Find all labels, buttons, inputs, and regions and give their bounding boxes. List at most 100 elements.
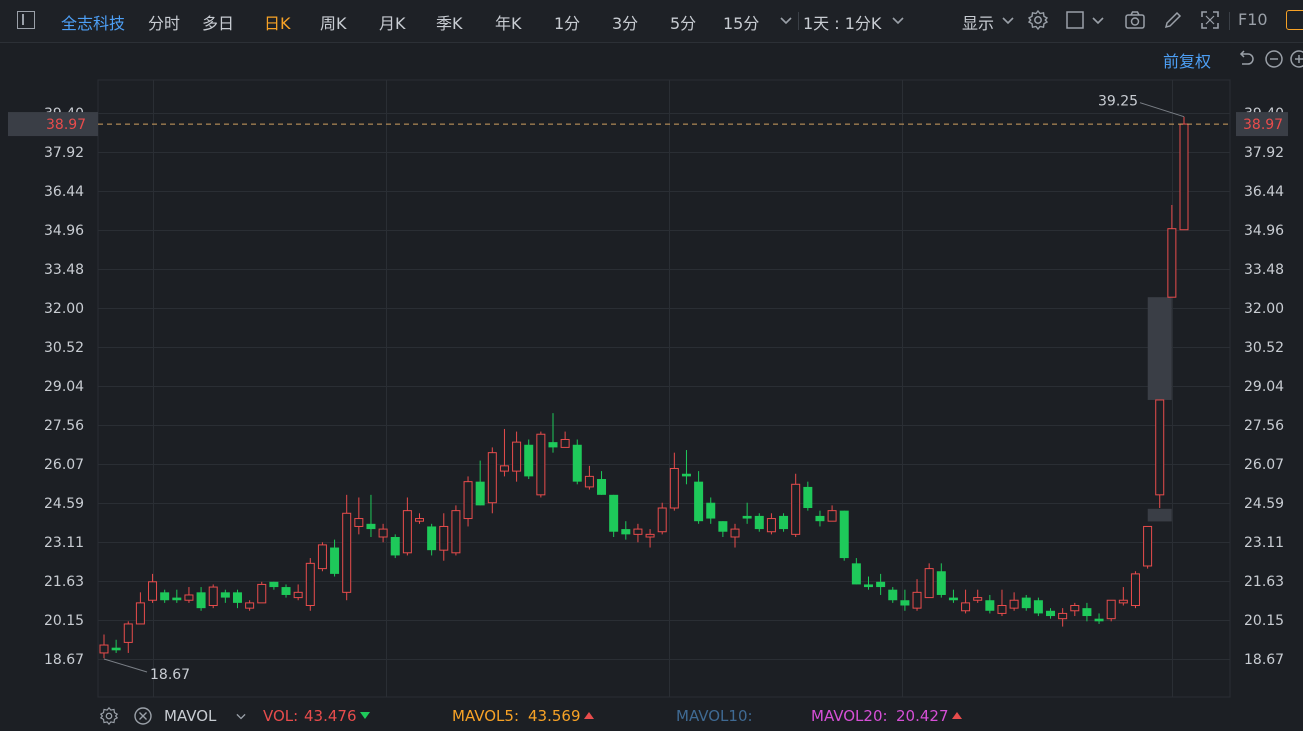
gap-boxes: [1147, 297, 1172, 522]
candle-body-down: [1021, 597, 1031, 609]
price-tick-label: 34.96: [44, 223, 84, 239]
candle-body-up: [415, 518, 425, 522]
candle-body-up: [512, 441, 522, 472]
high-annotation-label: 39.25: [1098, 94, 1138, 110]
price-tick-label: 18.67: [44, 652, 84, 668]
price-tick-label: 36.44: [44, 184, 84, 200]
candle-body-up: [123, 623, 133, 643]
candle-body-down: [572, 444, 582, 482]
candle-body-up: [730, 528, 740, 538]
price-axis-right: 39.4037.9236.4434.9633.4832.0030.5229.04…: [1244, 106, 1284, 668]
indicator-name[interactable]: MAVOL: [164, 707, 217, 725]
sidebar-toggle-icon[interactable]: [17, 11, 35, 29]
candle-body-down: [475, 481, 485, 506]
candle-body-up: [645, 533, 655, 538]
candle-body-up: [827, 510, 837, 522]
zoom-in-icon[interactable]: [1289, 49, 1303, 69]
current-price-label-left: 38.97: [46, 117, 86, 133]
range-selector[interactable]: 1天 : 1分K: [803, 14, 882, 33]
candle-body-down: [366, 523, 376, 530]
price-tick-label: 27.56: [1244, 418, 1284, 434]
candle-body-down: [232, 592, 242, 603]
candle-body-up: [669, 467, 679, 509]
candle-body-down: [985, 600, 995, 611]
close-indicator-icon[interactable]: [133, 706, 153, 726]
candle-body-up: [584, 475, 594, 488]
period-tab-3min[interactable]: 3分: [612, 14, 639, 33]
period-tab-weekly[interactable]: 周K: [320, 14, 347, 33]
price-tick-label: 34.96: [1244, 223, 1284, 239]
candle-body-down: [948, 597, 958, 601]
candle-body-down: [597, 479, 607, 495]
square-icon[interactable]: [1064, 9, 1086, 31]
toolbar-divider: [1229, 12, 1230, 30]
candle-body-down: [863, 584, 873, 588]
candle-body-down: [196, 592, 206, 609]
chevron-down-icon[interactable]: [232, 707, 250, 725]
price-tick-label: 24.59: [44, 496, 84, 512]
period-tab-yearly[interactable]: 年K: [495, 14, 522, 33]
f10-button[interactable]: F10: [1238, 10, 1268, 29]
candle-body-up: [560, 438, 570, 448]
indicator-settings-icon[interactable]: [99, 706, 119, 726]
candle-body-up: [354, 518, 364, 527]
price-tick-label: 37.92: [1244, 145, 1284, 161]
candle-body-up: [378, 528, 388, 538]
display-menu[interactable]: 显示: [962, 14, 995, 33]
candle-body-down: [269, 581, 279, 588]
period-tab-1min[interactable]: 1分: [554, 14, 581, 33]
kline-chart[interactable]: 39.4037.9236.4434.9633.4832.0030.5229.04…: [0, 0, 1303, 700]
mavol5-value: 43.569: [528, 707, 581, 725]
zoom-out-icon[interactable]: [1264, 49, 1284, 69]
price-tick-label: 26.07: [1244, 457, 1284, 473]
settings-icon[interactable]: [1027, 9, 1049, 31]
period-tab-5min[interactable]: 5分: [670, 14, 697, 33]
period-tab-multiday[interactable]: 多日: [202, 14, 235, 33]
undo-icon[interactable]: [1236, 49, 1256, 69]
candle-body-down: [427, 526, 437, 551]
candle-body-down: [609, 494, 619, 532]
candle-body-up: [1118, 599, 1128, 604]
low-annotation-label: 18.67: [150, 667, 190, 683]
candle-body-down: [220, 592, 230, 598]
candle-body-down: [281, 587, 291, 595]
chevron-down-icon[interactable]: [887, 9, 909, 31]
candle-body-down: [548, 442, 558, 448]
period-tab-daily[interactable]: 日K: [264, 14, 291, 33]
candle-body-up: [1058, 612, 1068, 620]
candle-body-up: [791, 483, 801, 535]
pencil-icon[interactable]: [1162, 9, 1184, 31]
price-tick-label: 30.52: [44, 340, 84, 356]
camera-icon[interactable]: [1124, 9, 1146, 31]
candle-body-up: [317, 544, 327, 570]
period-tab-intraday[interactable]: 分时: [148, 14, 181, 33]
candle-body-down: [681, 473, 691, 477]
period-tab-monthly[interactable]: 月K: [379, 14, 406, 33]
fullscreen-icon[interactable]: [1199, 9, 1221, 31]
candle-body-down: [900, 600, 910, 606]
vol-value: 43.476: [304, 707, 357, 725]
chevron-down-icon[interactable]: [997, 9, 1019, 31]
price-tick-label: 29.04: [1244, 379, 1284, 395]
price-tick-label: 23.11: [1244, 535, 1284, 551]
candle-body-up: [997, 605, 1007, 614]
chevron-down-icon[interactable]: [775, 9, 797, 31]
mavol5-label: MAVOL5:: [452, 707, 520, 725]
adjust-mode-selector[interactable]: 前复权: [1163, 52, 1212, 71]
panel-toggle-icon[interactable]: [1286, 10, 1303, 30]
current-price-label-right: 38.97: [1243, 117, 1283, 133]
candle-body-up: [257, 583, 267, 604]
candle-body-up: [451, 510, 461, 554]
candle-body-up: [1155, 399, 1165, 496]
period-tab-quarterly[interactable]: 季K: [436, 14, 463, 33]
period-tab-15min[interactable]: 15分: [723, 14, 760, 33]
price-tick-label: 26.07: [44, 457, 84, 473]
price-tick-label: 20.15: [1244, 613, 1284, 629]
low-annotation-line: [103, 658, 148, 673]
candle-body-up: [184, 594, 194, 601]
up-arrow-icon: [952, 712, 962, 719]
chevron-down-icon[interactable]: [1087, 9, 1109, 31]
candle-body-down: [936, 571, 946, 595]
candle-body-down: [160, 592, 170, 601]
stock-name[interactable]: 全志科技: [61, 14, 126, 33]
